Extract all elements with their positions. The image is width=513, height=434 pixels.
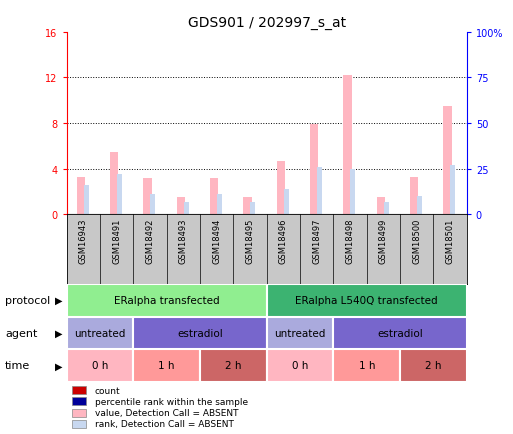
Text: GSM16943: GSM16943: [79, 218, 88, 264]
Text: 0 h: 0 h: [292, 361, 308, 371]
Bar: [184, 202, 189, 215]
Bar: [333, 317, 467, 349]
Bar: [110, 152, 118, 215]
Bar: [210, 178, 218, 215]
Bar: [284, 189, 289, 215]
Text: 1 h: 1 h: [159, 361, 175, 371]
Text: GSM18500: GSM18500: [412, 218, 421, 263]
Bar: [350, 169, 356, 215]
Bar: [150, 195, 155, 215]
Bar: [384, 202, 389, 215]
Bar: [133, 349, 200, 382]
Text: untreated: untreated: [274, 328, 326, 338]
Text: GSM18493: GSM18493: [179, 218, 188, 264]
Text: ▶: ▶: [55, 328, 63, 338]
Bar: [417, 197, 422, 215]
Text: GSM18496: GSM18496: [279, 218, 288, 264]
Bar: [267, 349, 333, 382]
Bar: [217, 195, 222, 215]
Bar: [267, 317, 333, 349]
Text: 0 h: 0 h: [92, 361, 108, 371]
Text: GSM18491: GSM18491: [112, 218, 121, 263]
Text: estradiol: estradiol: [377, 328, 423, 338]
Text: GSM18497: GSM18497: [312, 218, 321, 264]
Bar: [343, 76, 351, 215]
Text: ERalpha L540Q transfected: ERalpha L540Q transfected: [295, 296, 438, 306]
Text: ▶: ▶: [55, 361, 63, 371]
Text: ▶: ▶: [55, 296, 63, 306]
Bar: [67, 349, 133, 382]
Text: percentile rank within the sample: percentile rank within the sample: [95, 397, 248, 406]
Bar: [277, 161, 285, 215]
Bar: [243, 198, 251, 215]
Text: GSM18492: GSM18492: [146, 218, 154, 263]
Bar: [310, 125, 318, 215]
Text: GSM18495: GSM18495: [246, 218, 254, 263]
Text: rank, Detection Call = ABSENT: rank, Detection Call = ABSENT: [95, 420, 234, 428]
Text: estradiol: estradiol: [177, 328, 223, 338]
Bar: [67, 317, 133, 349]
Bar: [333, 349, 400, 382]
Text: GSM18501: GSM18501: [446, 218, 455, 263]
Bar: [317, 168, 322, 215]
Text: value, Detection Call = ABSENT: value, Detection Call = ABSENT: [95, 408, 239, 417]
Bar: [117, 175, 122, 215]
Bar: [410, 177, 418, 215]
Text: untreated: untreated: [74, 328, 126, 338]
Bar: [377, 198, 385, 215]
Title: GDS901 / 202997_s_at: GDS901 / 202997_s_at: [188, 16, 346, 30]
Text: GSM18499: GSM18499: [379, 218, 388, 263]
Bar: [133, 317, 267, 349]
Bar: [450, 166, 456, 215]
Bar: [84, 186, 89, 215]
Text: 1 h: 1 h: [359, 361, 375, 371]
Text: ERalpha transfected: ERalpha transfected: [114, 296, 220, 306]
Bar: [176, 198, 185, 215]
Text: 2 h: 2 h: [425, 361, 442, 371]
Bar: [200, 349, 267, 382]
Text: agent: agent: [5, 328, 37, 338]
Text: 2 h: 2 h: [225, 361, 242, 371]
Bar: [443, 107, 451, 215]
Text: time: time: [5, 361, 30, 371]
Bar: [143, 178, 151, 215]
Bar: [67, 284, 267, 317]
Text: GSM18498: GSM18498: [346, 218, 354, 264]
Bar: [267, 284, 467, 317]
Bar: [76, 177, 85, 215]
Bar: [250, 202, 255, 215]
Text: count: count: [95, 386, 121, 395]
Text: GSM18494: GSM18494: [212, 218, 221, 263]
Text: protocol: protocol: [5, 296, 50, 306]
Bar: [400, 349, 467, 382]
